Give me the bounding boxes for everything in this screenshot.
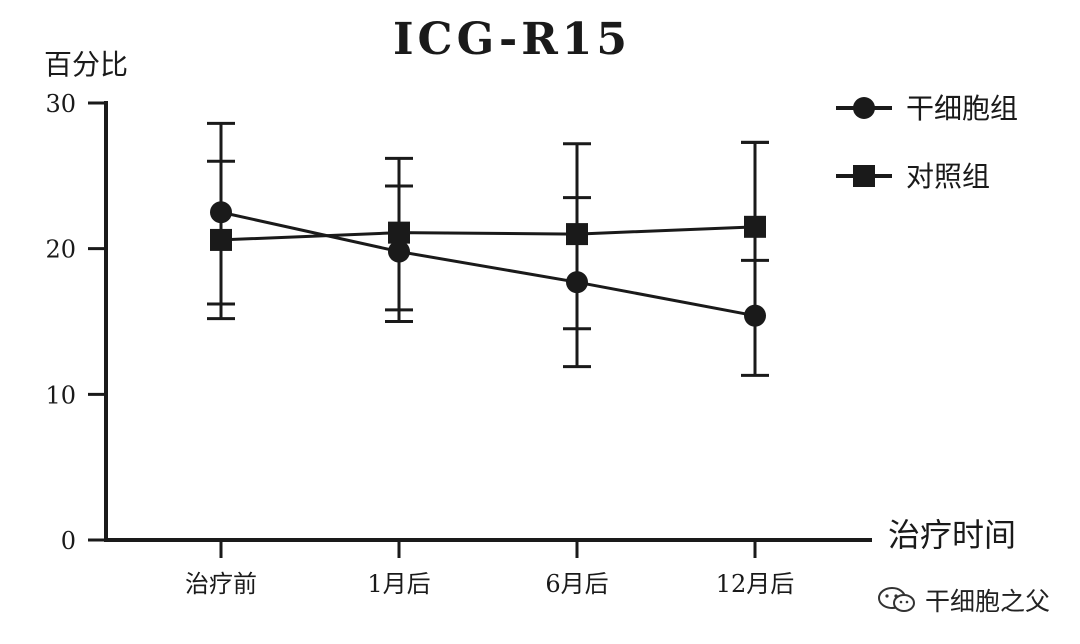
y-tick-label: 0 [61,527,76,555]
data-point [744,215,766,238]
x-tick-label: 6月后 [545,570,608,598]
legend-item: 干细胞组 [836,92,1018,125]
legend-item: 对照组 [836,160,990,193]
legend-label: 对照组 [906,160,990,193]
y-axis-title: 百分比 [44,48,128,81]
legend-marker [853,97,875,119]
x-tick-label: 治疗前 [185,570,257,598]
chart-title: ICG-R15 [393,14,631,65]
y-tick-label: 30 [45,90,76,118]
series-1 [207,121,769,377]
data-point [744,304,766,327]
error-bar [385,184,413,312]
watermark-text: 干细胞之父 [924,587,1050,616]
series-line [220,210,756,318]
data-point [388,221,410,244]
series-line [220,225,756,242]
legend-label: 干细胞组 [906,92,1018,125]
data-point [566,223,588,246]
axes [104,101,872,542]
y-tick-label: 20 [45,236,76,264]
x-tick-label: 12月后 [716,570,795,598]
data-point [210,228,232,251]
error-bar [741,140,769,262]
plot-area [207,121,769,377]
x-axis-title: 治疗时间 [888,516,1016,554]
watermark: 干细胞之父 [877,582,1050,618]
y-tick-label: 10 [45,381,76,409]
wechat-icon [877,587,915,612]
series-2 [207,140,769,331]
x-axis-ticks: 治疗前 1月后 6月后 12月后 [185,540,794,598]
x-tick-label: 1月后 [367,570,430,598]
legend-marker [853,165,875,187]
error-bar [563,196,591,331]
y-axis-ticks: 0 10 20 30 [45,90,106,555]
